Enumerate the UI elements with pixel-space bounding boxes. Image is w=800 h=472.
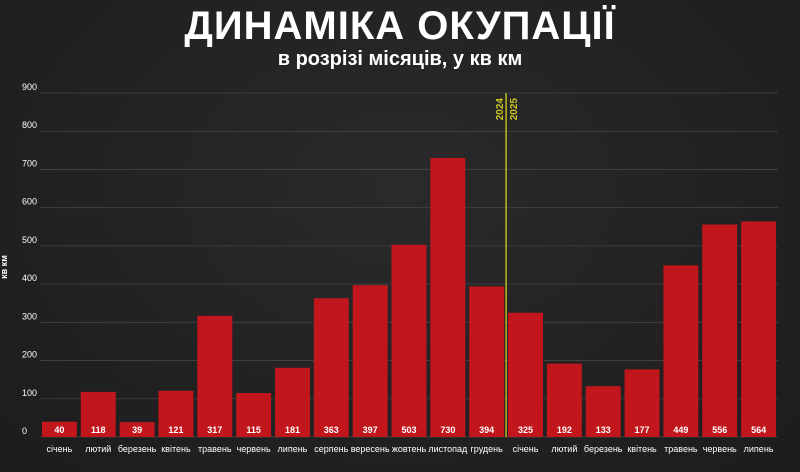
bar (663, 265, 699, 437)
y-tick-label: 300 (22, 311, 37, 321)
chart-subtitle: в розрізі місяців, у кв км (277, 48, 523, 70)
bar-value-label: 363 (324, 425, 339, 435)
y-tick-label: 100 (22, 388, 37, 398)
x-tick-label: травень (198, 444, 232, 454)
bar (546, 363, 582, 437)
bar (391, 244, 427, 437)
x-tick-label: лютий (85, 444, 111, 454)
bar-value-label: 394 (479, 425, 494, 435)
x-tick-label: серпень (314, 444, 348, 454)
x-tick-label: червень (703, 444, 737, 454)
bar-value-label: 118 (91, 425, 106, 435)
bar-value-label: 40 (54, 425, 64, 435)
x-tick-label: листопад (428, 444, 468, 454)
bar (702, 224, 738, 437)
chart-title: ДИНАМІКА ОКУПАЦІЇ (184, 4, 616, 48)
x-tick-label: лютий (551, 444, 577, 454)
bar-value-label: 317 (207, 425, 222, 435)
x-tick-label: травень (664, 444, 698, 454)
x-tick-label: березень (584, 444, 623, 454)
y-tick-label: 200 (22, 350, 37, 360)
year-label-right: 2025 (509, 98, 520, 121)
y-tick-label: 600 (22, 197, 37, 207)
x-tick-label: липень (744, 444, 774, 454)
bar (624, 369, 660, 437)
bar-value-label: 325 (518, 425, 533, 435)
bar-value-label: 503 (401, 425, 416, 435)
x-tick-label: березень (118, 444, 157, 454)
bar (430, 157, 466, 437)
bar (508, 312, 544, 437)
x-tick-label: вересень (351, 444, 390, 454)
bar-value-label: 730 (440, 425, 455, 435)
y-tick-label: 500 (22, 235, 37, 245)
bar-value-label: 397 (363, 425, 378, 435)
bar-value-label: 115 (246, 425, 261, 435)
bar-value-label: 133 (596, 425, 611, 435)
bar (119, 422, 155, 437)
x-tick-label: липень (278, 444, 308, 454)
x-tick-label: квітень (627, 444, 657, 454)
bar (274, 367, 310, 437)
x-tick-label: червень (237, 444, 271, 454)
bar-value-label: 564 (751, 425, 766, 435)
x-tick-label: квітень (161, 444, 191, 454)
bar-value-label: 192 (557, 425, 572, 435)
x-tick-label: жовтень (392, 444, 427, 454)
bar-value-label: 39 (132, 425, 142, 435)
y-tick-label: 400 (22, 273, 37, 283)
bar (41, 421, 77, 437)
y-tick-label: 800 (22, 120, 37, 130)
x-tick-label: січень (513, 444, 539, 454)
bar (469, 286, 505, 437)
bar (197, 315, 233, 437)
x-tick-label: грудень (471, 444, 504, 454)
y-tick-label: 700 (22, 158, 37, 168)
bar (313, 298, 349, 437)
bar-value-label: 177 (635, 425, 650, 435)
bar-value-label: 556 (712, 425, 727, 435)
bar-value-label: 181 (285, 425, 300, 435)
year-label-left: 2024 (495, 98, 506, 121)
y-tick-label: 900 (22, 82, 37, 92)
x-tick-label: січень (46, 444, 72, 454)
bar (80, 391, 116, 437)
bar (236, 393, 272, 437)
bar (585, 386, 621, 437)
bar (158, 390, 194, 437)
bar (741, 221, 777, 437)
y-tick-label: 0 (22, 426, 27, 436)
bar-value-label: 121 (168, 425, 183, 435)
bar (352, 285, 388, 437)
bar-value-label: 449 (673, 425, 688, 435)
